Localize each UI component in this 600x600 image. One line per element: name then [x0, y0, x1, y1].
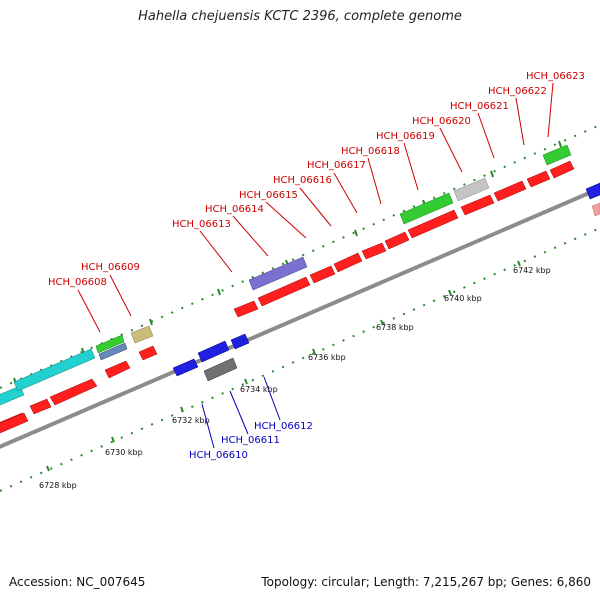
gene-arrow-reverse[interactable] — [172, 358, 199, 377]
gene-label-HCH_06614[interactable]: HCH_06614 — [205, 204, 264, 215]
gene-arrow[interactable] — [29, 398, 52, 415]
accession-text: Accession: NC_007645 — [9, 575, 146, 589]
gene-label-HCH_06618[interactable]: HCH_06618 — [341, 146, 400, 157]
gene-features — [0, 144, 600, 434]
gene-label-HCH_06617[interactable]: HCH_06617 — [307, 160, 366, 171]
gene-arrow[interactable] — [460, 194, 495, 216]
scale-label-6740: 6740 kbp — [444, 294, 482, 303]
gene-arrow[interactable] — [361, 242, 387, 260]
gene-arrow[interactable] — [591, 202, 600, 217]
gene-arrow[interactable] — [309, 265, 336, 284]
gene-label-HCH_06622[interactable]: HCH_06622 — [488, 86, 547, 97]
gene-label-HCH_06609[interactable]: HCH_06609 — [81, 262, 140, 273]
gene-arrow[interactable] — [233, 300, 259, 318]
gene-arrow-reverse[interactable] — [197, 340, 230, 363]
gene-arrow[interactable] — [333, 252, 363, 273]
lower-leaders — [201, 376, 281, 449]
scale-label-6728: 6728 kbp — [39, 481, 77, 490]
upper-leaders — [77, 82, 554, 333]
gene-arrow[interactable] — [549, 160, 575, 179]
gene-box-green[interactable] — [542, 144, 572, 166]
scale-label-6734: 6734 kbp — [240, 385, 278, 394]
gene-label-HCH_06612[interactable]: HCH_06612 — [254, 421, 313, 432]
gene-arrow[interactable] — [49, 378, 98, 406]
gene-box-gray[interactable] — [453, 177, 490, 202]
gene-arrow[interactable] — [384, 231, 410, 250]
scale-label-6730: 6730 kbp — [105, 448, 143, 457]
gene-box-blue[interactable] — [585, 182, 600, 200]
scale-label-6738: 6738 kbp — [376, 323, 414, 332]
scale-label-6742: 6742 kbp — [513, 266, 551, 275]
upper-tick-track — [0, 124, 600, 389]
genome-title: Hahella chejuensis KCTC 2396, complete g… — [138, 9, 462, 24]
gene-label-HCH_06620[interactable]: HCH_06620 — [412, 116, 471, 127]
gene-box-steel[interactable] — [98, 342, 128, 361]
genome-backbone — [0, 186, 600, 449]
gene-box-green[interactable] — [95, 334, 125, 354]
gene-box-cyan[interactable] — [13, 348, 96, 392]
gene-box-green[interactable] — [399, 192, 454, 225]
genome-summary-text: Topology: circular; Length: 7,215,267 bp… — [261, 575, 591, 589]
gene-arrow[interactable] — [257, 276, 311, 307]
gene-box-khaki[interactable] — [130, 325, 154, 344]
gene-label-HCH_06623[interactable]: HCH_06623 — [526, 71, 585, 82]
gene-label-HCH_06621[interactable]: HCH_06621 — [450, 101, 509, 112]
gene-arrow[interactable] — [407, 209, 459, 239]
gene-label-HCH_06616[interactable]: HCH_06616 — [273, 175, 332, 186]
gene-arrow[interactable] — [138, 345, 158, 361]
gene-arrow-reverse[interactable] — [230, 333, 250, 350]
major-ticks — [46, 260, 521, 472]
gene-label-HCH_06613[interactable]: HCH_06613 — [172, 219, 231, 230]
gene-label-HCH_06608[interactable]: HCH_06608 — [48, 277, 107, 288]
gene-box-darkgray[interactable] — [203, 357, 238, 382]
gene-box-purple[interactable] — [248, 256, 308, 291]
gene-label-HCH_06615[interactable]: HCH_06615 — [239, 190, 298, 201]
gene-arrow[interactable] — [104, 360, 131, 379]
gene-label-HCH_06611[interactable]: HCH_06611 — [221, 435, 280, 446]
gene-label-HCH_06619[interactable]: HCH_06619 — [376, 131, 435, 142]
gene-arrow[interactable] — [493, 180, 527, 202]
gene-label-HCH_06610[interactable]: HCH_06610 — [189, 450, 248, 461]
scale-label-6732: 6732 kbp — [172, 416, 210, 425]
scale-label-6736: 6736 kbp — [308, 353, 346, 362]
gene-arrow-reverse[interactable] — [0, 412, 29, 434]
gene-arrow[interactable] — [526, 170, 551, 188]
